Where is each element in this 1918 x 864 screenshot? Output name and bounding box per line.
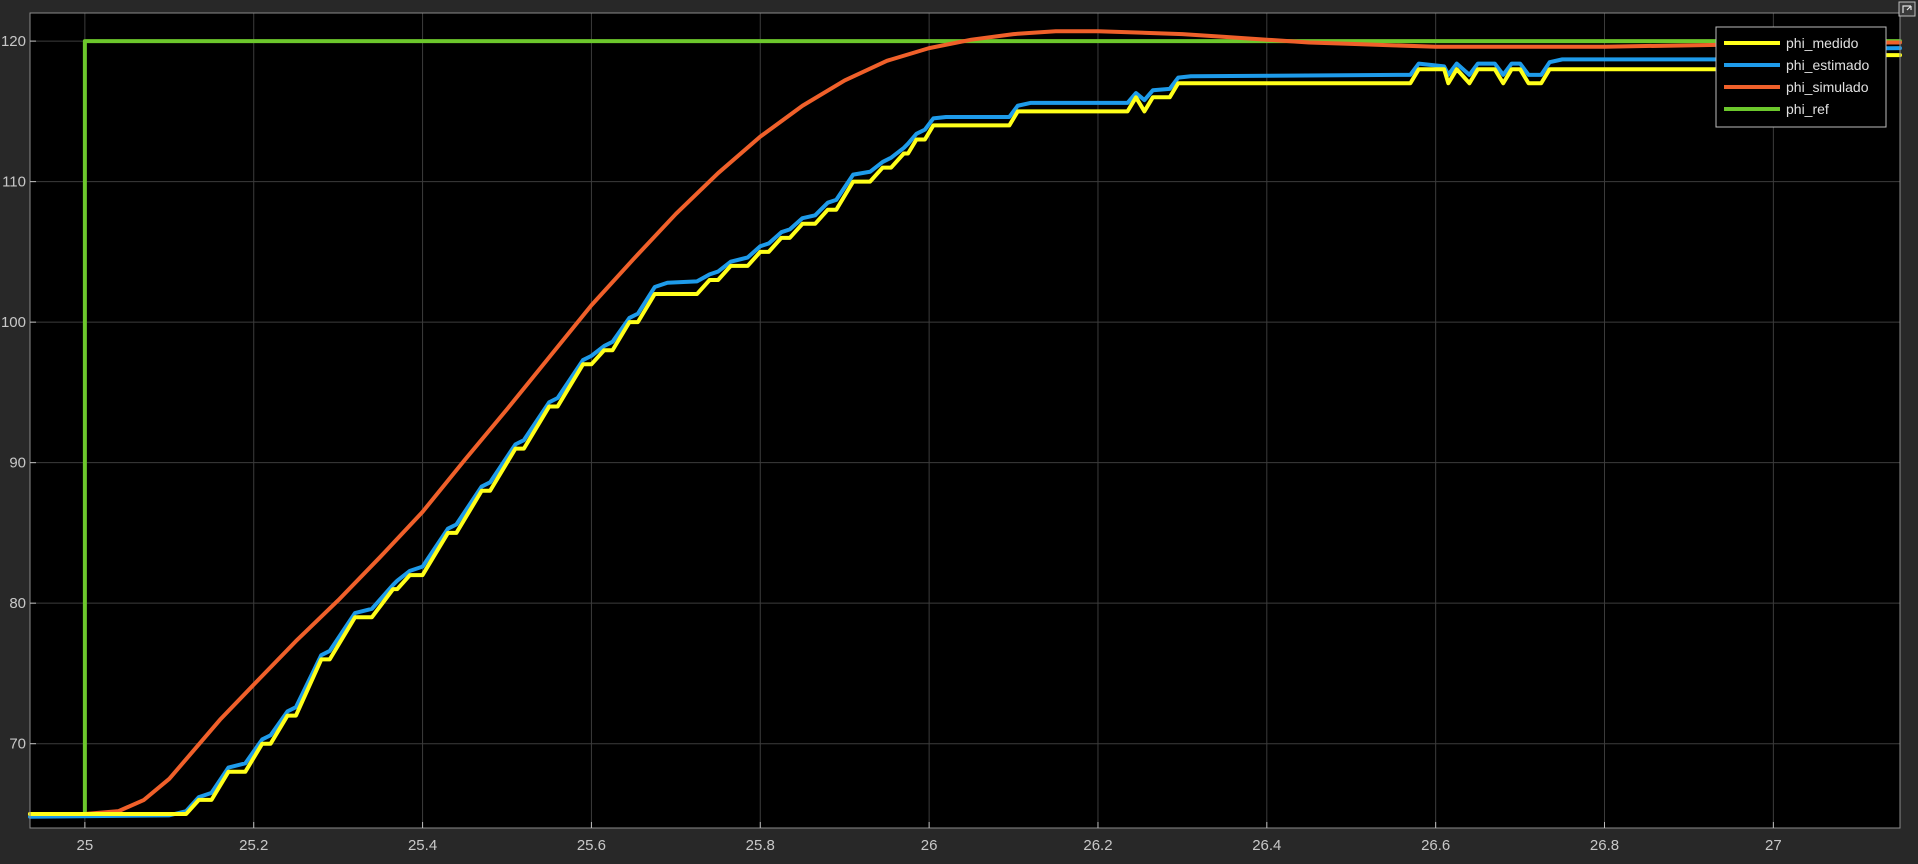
legend-label: phi_medido xyxy=(1786,35,1859,51)
expand-axes-button[interactable] xyxy=(1898,1,1916,17)
x-tick-label: 26.6 xyxy=(1421,837,1450,854)
grid-layer xyxy=(30,13,1900,828)
expand-icon xyxy=(1902,5,1912,13)
legend-label: phi_simulado xyxy=(1786,79,1869,95)
legend-label: phi_estimado xyxy=(1786,57,1869,73)
x-tick-label: 25.4 xyxy=(408,837,437,854)
plot-border xyxy=(29,12,1901,829)
y-tick-label: 100 xyxy=(1,314,26,331)
series-line-phi-estimado xyxy=(28,46,1902,819)
y-tick-label: 120 xyxy=(1,33,26,50)
series-layer xyxy=(28,29,1902,819)
legend-label: phi_ref xyxy=(1786,101,1829,117)
x-tick-label: 26.2 xyxy=(1083,837,1112,854)
x-tick-label: 25 xyxy=(77,837,94,854)
y-tick-label: 110 xyxy=(2,174,26,191)
x-tick-label: 26.8 xyxy=(1590,837,1619,854)
y-tick-label: 90 xyxy=(9,455,26,472)
x-tick-label: 25.2 xyxy=(239,837,268,854)
x-tick-label: 26.4 xyxy=(1252,837,1281,854)
legend: phi_medido phi_estimado phi_simulado phi_re… xyxy=(1715,26,1887,128)
x-tick-label: 25.6 xyxy=(577,837,606,854)
x-tick-label: 26 xyxy=(921,837,938,854)
plot-area xyxy=(30,13,1900,828)
y-tick-label: 80 xyxy=(9,595,26,612)
x-tick-label: 27 xyxy=(1765,837,1782,854)
x-tick-label: 25.8 xyxy=(746,837,775,854)
tick-layer: 25 25.2 25.4 25.6 25.8 26 26.2 26.4 26.6 26.8 27 70… xyxy=(1,33,1782,854)
series-line-phi-medido xyxy=(28,53,1902,816)
series-line-phi-simulado xyxy=(28,29,1902,816)
y-tick-label: 70 xyxy=(9,736,26,753)
